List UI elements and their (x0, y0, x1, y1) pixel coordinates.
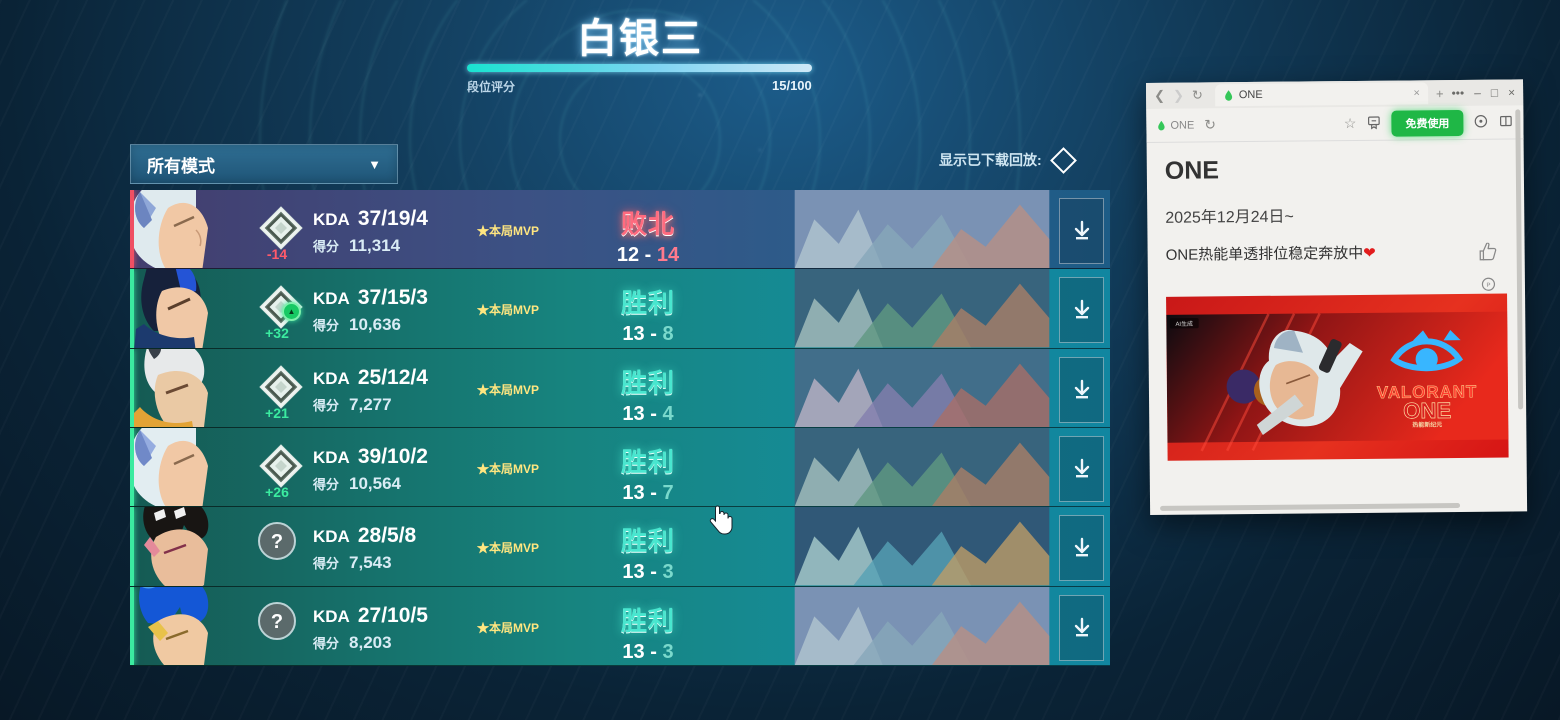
svg-text:ONE: ONE (1403, 398, 1451, 423)
svg-text:?: ? (271, 531, 283, 553)
svg-text:?: ? (271, 611, 283, 633)
svg-text:P: P (1486, 283, 1490, 289)
